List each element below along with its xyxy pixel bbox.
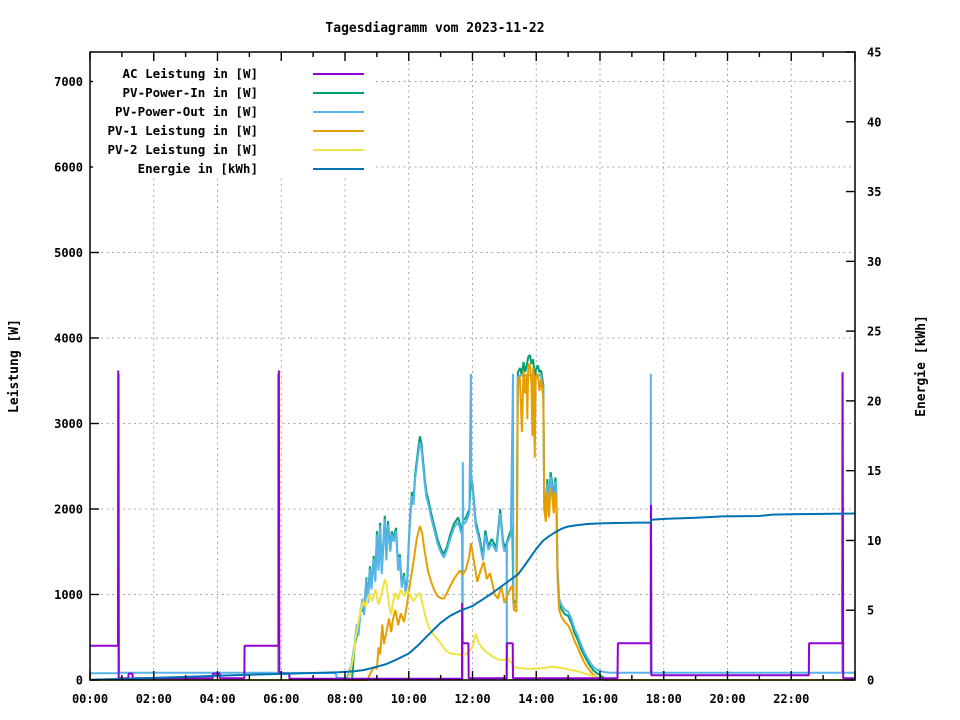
series-line-pv-1-leistung-in-w [90,362,855,681]
y-right-tick-label: 35 [867,185,881,199]
legend-background [93,61,373,178]
x-tick-label: 06:00 [263,692,299,706]
y-right-tick-label: 45 [867,46,881,60]
legend-label: PV-1 Leistung in [W] [107,123,258,138]
x-tick-label: 20:00 [709,692,745,706]
legend-line-swatch [313,110,364,113]
y-left-tick-label: 1000 [54,588,83,602]
x-tick-label: 18:00 [646,692,682,706]
x-tick-label: 10:00 [391,692,427,706]
y-left-tick-label: 6000 [54,160,83,174]
y-left-tick-label: 4000 [54,331,83,345]
y-right-tick-label: 25 [867,325,881,339]
x-tick-label: 12:00 [454,692,490,706]
x-tick-label: 00:00 [72,692,108,706]
legend-line-swatch [313,91,364,94]
y-right-tick-label: 15 [867,464,881,478]
y-right-tick-label: 30 [867,255,881,269]
y-right-tick-label: 0 [867,674,874,688]
legend-label: PV-Power-Out in [W] [115,104,258,119]
y-right-tick-label: 5 [867,604,874,618]
y-left-tick-label: 5000 [54,246,83,260]
y-right-tick-label: 20 [867,394,881,408]
x-tick-label: 04:00 [199,692,235,706]
series-line-pv-2-leistung-in-w [90,578,855,681]
legend-line-swatch [313,148,364,151]
y-right-tick-label: 10 [867,534,881,548]
y-left-tick-label: 3000 [54,417,83,431]
y-right-tick-label: 40 [867,115,881,129]
y-left-tick-label: 0 [76,674,83,688]
legend-line-swatch [313,72,364,75]
x-tick-label: 16:00 [582,692,618,706]
series-line-energie-in-kwh [89,512,856,681]
x-tick-label: 22:00 [773,692,809,706]
legend-line-swatch [313,129,364,132]
y-left-tick-label: 7000 [54,75,83,89]
x-tick-label: 02:00 [136,692,172,706]
legend-label: PV-2 Leistung in [W] [107,142,258,157]
legend-line-swatch [313,167,364,170]
x-tick-label: 08:00 [327,692,363,706]
x-tick-label: 14:00 [518,692,554,706]
series-line-ac-leistung-in-w [90,370,855,680]
legend-label: PV-Power-In in [W] [122,85,258,100]
chart-title: Tagesdiagramm vom 2023-11-22 [325,21,545,36]
y-left-tick-label: 2000 [54,502,83,516]
legend-label: Energie in [kWh] [137,161,258,176]
legend-label: AC Leistung in [W] [122,66,258,81]
